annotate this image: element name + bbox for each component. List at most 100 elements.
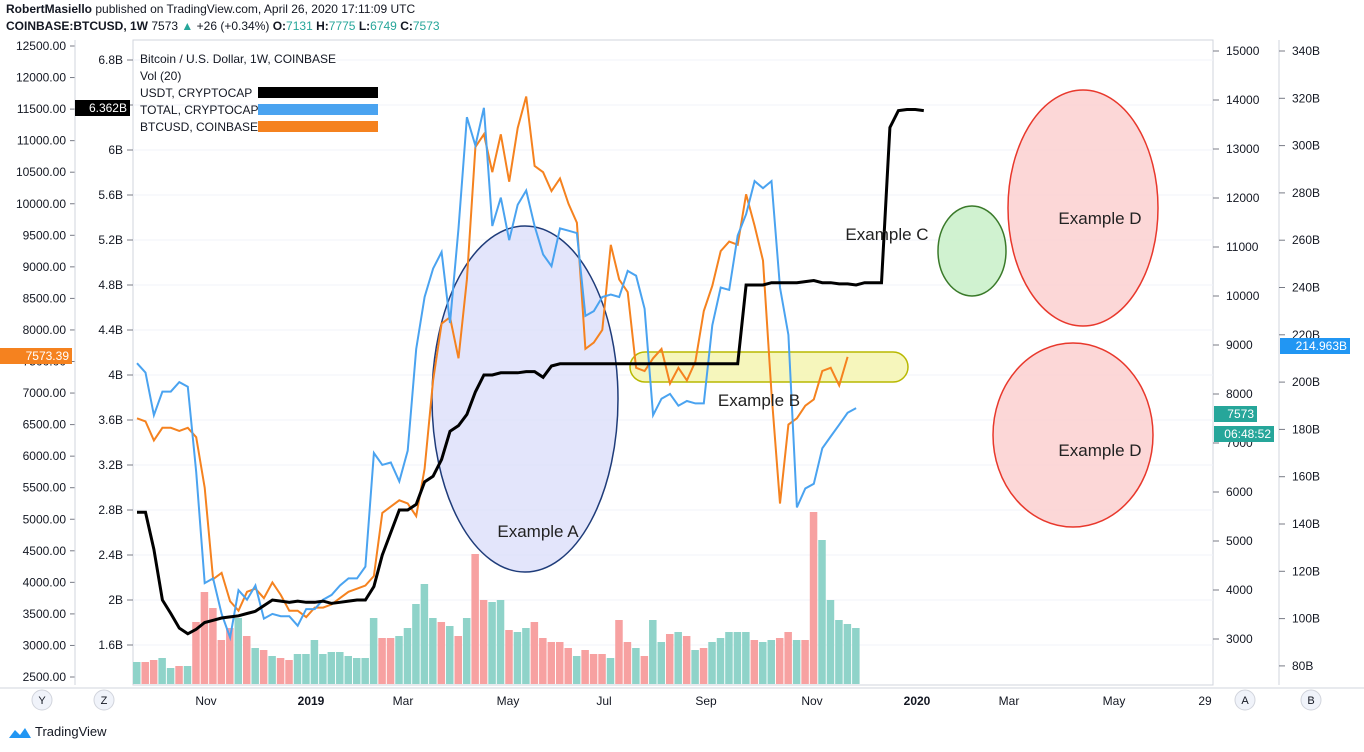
volume-bar	[319, 654, 327, 684]
btc-tick-label: 4000.00	[23, 575, 67, 589]
volume-bar	[209, 608, 217, 684]
usdt-tick-label: 3.6B	[98, 413, 123, 427]
volume-bar	[615, 620, 623, 684]
legend-title: Bitcoin / U.S. Dollar, 1W, COINBASE	[140, 52, 336, 66]
volume-bar	[259, 650, 268, 684]
price-tick-label: 11000	[1226, 240, 1259, 254]
x-tick-label: Mar	[999, 694, 1020, 708]
volume-bar	[691, 650, 699, 684]
btc-tick-label: 8500.00	[23, 291, 67, 305]
volume-bar	[606, 658, 615, 684]
btc-tick-label: 6000.00	[23, 449, 67, 463]
volume-bar	[242, 636, 251, 684]
high-label: H:	[316, 19, 329, 33]
open-value: 7131	[286, 19, 313, 33]
volume-bar	[200, 592, 209, 684]
usdt-badge: 6.362B	[89, 101, 127, 115]
footer-brand[interactable]: TradingView	[35, 724, 107, 739]
volume-bar	[513, 632, 522, 684]
volume-bar	[479, 600, 488, 684]
symbol-bar: COINBASE:BTCUSD, 1W 7573 ▲ +26 (+0.34%) …	[6, 19, 440, 33]
btc-tick-label: 3000.00	[23, 638, 67, 652]
volume-bar	[488, 602, 496, 684]
btc-tick-label: 10500.00	[16, 165, 66, 179]
price-tick-label: 14000	[1226, 93, 1260, 107]
volume-bar	[285, 660, 293, 684]
axis-button-left1[interactable]	[31, 689, 53, 711]
price-tick-label: 8000	[1226, 387, 1253, 401]
volume-bar	[336, 652, 344, 684]
btc-tick-label: 9000.00	[23, 260, 67, 274]
volume-bar	[759, 642, 767, 684]
volume-bar	[649, 620, 657, 684]
annotation-example-b: Example B	[718, 391, 800, 410]
btc-tick-label: 9500.00	[23, 228, 67, 242]
x-tick-label: Sep	[695, 694, 717, 708]
legend-btc-label: BTCUSD, COINBASE	[140, 120, 258, 134]
axis-button-label-left2[interactable]: Z	[101, 695, 108, 707]
volume-bar	[556, 642, 564, 684]
volume-bar	[183, 666, 192, 684]
btc-tick-label: 4500.00	[23, 544, 67, 558]
last-price: 7573	[151, 19, 179, 33]
annotation-example-d2: Example D	[1058, 441, 1141, 460]
volume-bar	[429, 618, 437, 684]
total-tick-label: 140B	[1292, 517, 1320, 531]
legend-vol: Vol (20)	[140, 69, 181, 83]
volume-bar	[581, 650, 589, 684]
volume-bar	[750, 640, 759, 684]
volume-bar	[344, 656, 352, 684]
volume-bar	[293, 654, 302, 684]
volume-bar	[327, 652, 336, 684]
author-name[interactable]: RobertMasiello	[6, 2, 93, 16]
axis-button-right1[interactable]	[1234, 689, 1256, 711]
total-tick-label: 160B	[1292, 470, 1320, 484]
high-value: 7775	[328, 19, 356, 33]
annotation-example-a: Example A	[497, 522, 579, 541]
btc-tick-label: 7000.00	[23, 386, 67, 400]
x-tick-label: 2019	[298, 694, 325, 708]
volume-bar	[809, 512, 818, 684]
ellipse-example-c	[937, 205, 1007, 297]
btc-tick-label: 5000.00	[23, 512, 67, 526]
axis-button-label-right2[interactable]: B	[1307, 695, 1314, 707]
usdt-tick-label: 6B	[108, 143, 123, 157]
volume-bar	[437, 622, 446, 684]
usdt-tick-label: 4.4B	[98, 323, 123, 337]
volume-bar	[539, 638, 547, 684]
axis-button-label-right1[interactable]: A	[1241, 695, 1249, 707]
axis-button-label-left1[interactable]: Y	[38, 695, 46, 707]
btc-tick-label: 11500.00	[17, 102, 66, 116]
symbol-name: COINBASE:BTCUSD, 1W	[6, 19, 149, 33]
footer: TradingView	[8, 724, 107, 740]
x-tick-label: Jul	[596, 694, 611, 708]
price-tick-label: 15000	[1226, 44, 1260, 58]
volume-bar	[589, 654, 598, 684]
total-tick-label: 100B	[1292, 612, 1320, 626]
volume-bar	[420, 584, 429, 684]
annotation-example-d1: Example D	[1058, 209, 1141, 228]
volume-bar	[412, 604, 420, 684]
volume-bar	[471, 554, 479, 684]
axis-button-right2[interactable]	[1300, 689, 1322, 711]
volume-bar	[547, 642, 556, 684]
volume-bar	[234, 618, 243, 684]
total-tick-label: 260B	[1292, 233, 1320, 247]
x-tick-label: 2020	[904, 694, 931, 708]
price-tick-label: 3000	[1226, 632, 1253, 646]
ellipse-example-a	[431, 225, 619, 573]
ellipse-example-d-bottom	[992, 342, 1154, 528]
low-label: L:	[358, 19, 371, 33]
price-tick-label: 13000	[1226, 142, 1260, 156]
usdt-tick-label: 4B	[108, 368, 123, 382]
volume-bar	[378, 638, 386, 684]
volume-bar	[818, 540, 826, 684]
annotation-example-c: Example C	[845, 225, 928, 244]
total-tick-label: 240B	[1292, 281, 1320, 295]
btc-tick-label: 3500.00	[23, 607, 67, 621]
volume-bar	[496, 600, 505, 684]
axis-button-left2[interactable]	[93, 689, 115, 711]
btc-tick-label: 2500.00	[23, 670, 67, 684]
usdt-tick-label: 6.8B	[98, 53, 123, 67]
